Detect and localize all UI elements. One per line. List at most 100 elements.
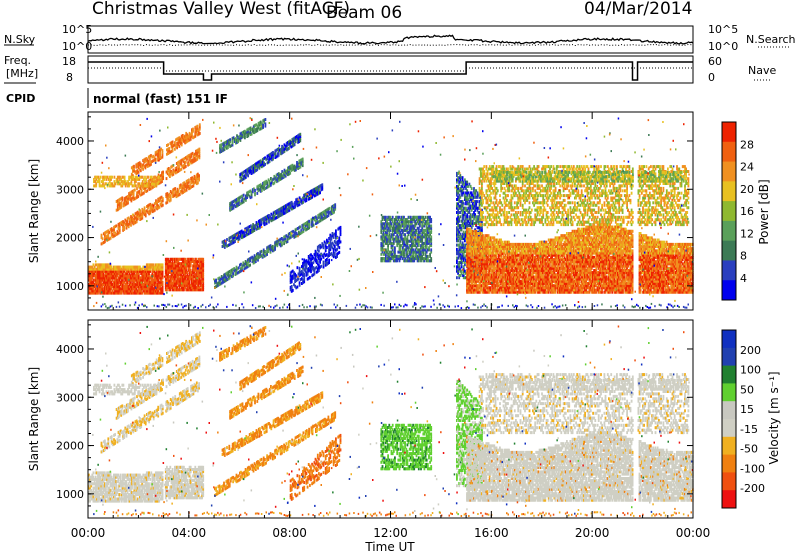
power-cell [299, 139, 302, 143]
power-cell [310, 220, 313, 224]
power-cell [100, 235, 103, 239]
power-cell [92, 289, 95, 293]
power-cell [159, 157, 161, 160]
power-cell [177, 279, 180, 283]
power-cell [273, 177, 276, 181]
power-cell [231, 275, 233, 279]
power-cell [98, 278, 100, 282]
power-cell [132, 272, 134, 276]
power-cell [416, 259, 419, 263]
power-cell [125, 287, 128, 291]
power-cell [299, 132, 302, 136]
power-cell [98, 289, 100, 293]
power-cell [219, 148, 221, 152]
power-cell [382, 244, 385, 248]
power-cell [167, 275, 169, 279]
power-cell [261, 157, 264, 161]
power-cell [316, 255, 319, 259]
power-cell [136, 272, 139, 276]
power-cell [234, 240, 236, 243]
power-cell [262, 186, 264, 190]
power-cell [99, 280, 102, 284]
power-cell [329, 245, 332, 249]
power-cell [413, 218, 416, 221]
power-cell [192, 260, 194, 263]
power-cell [98, 283, 100, 286]
power-cell [108, 274, 111, 278]
power-cell [118, 267, 121, 271]
power-cell [230, 235, 233, 239]
power-cell [135, 287, 138, 291]
power-cell [234, 268, 237, 272]
power-cell [245, 227, 248, 230]
power-cell [145, 177, 147, 181]
power-cell [126, 276, 129, 280]
power-cell [88, 265, 90, 269]
power-cell [159, 278, 162, 282]
power-cell [120, 184, 123, 188]
power-cell [160, 263, 163, 267]
power-cell [407, 239, 410, 243]
power-cell [394, 222, 396, 226]
power-cell [170, 273, 173, 277]
power-cell [188, 262, 191, 266]
power-cell [172, 144, 175, 148]
power-cell [143, 213, 146, 216]
power-cell [239, 132, 242, 136]
power-cell [334, 205, 337, 209]
power-cell [235, 270, 238, 274]
power-cell [197, 277, 200, 281]
power-cell [184, 281, 186, 285]
power-cell [318, 264, 320, 268]
power-cell [202, 270, 205, 274]
power-cell [392, 237, 395, 241]
power-cell [307, 255, 310, 258]
power-cell [167, 195, 170, 199]
power-cell [403, 239, 405, 243]
power-cell [113, 285, 115, 289]
power-cell [106, 285, 108, 289]
power-cell [250, 195, 253, 199]
power-cell [306, 272, 309, 276]
power-cell [171, 281, 174, 285]
power-cell [132, 269, 134, 273]
power-cell [256, 124, 259, 128]
power-cell [144, 159, 147, 163]
power-cell [381, 250, 384, 254]
power-cell [196, 286, 199, 290]
power-cell [99, 278, 102, 282]
power-cell [315, 258, 318, 262]
power-cell [114, 182, 117, 186]
power-cell [123, 289, 125, 293]
power-cell [238, 237, 241, 241]
power-cell [290, 235, 292, 239]
power-cell [430, 224, 433, 228]
power-cell [106, 283, 108, 286]
power-cell [287, 207, 290, 211]
power-cell [192, 266, 194, 270]
power-cell [130, 269, 132, 273]
power-cell [409, 233, 412, 237]
power-cell [197, 132, 200, 136]
power-cell [201, 268, 203, 272]
power-cell [295, 234, 298, 238]
power-cell [256, 187, 259, 191]
power-cell [153, 278, 156, 282]
power-cell [186, 262, 189, 266]
power-cell [108, 280, 111, 284]
power-cell [197, 281, 200, 285]
power-cell [124, 200, 127, 204]
power-cell [191, 283, 193, 287]
power-cell [188, 279, 191, 283]
power-cell [184, 277, 186, 281]
power-cell [412, 226, 414, 230]
power-cell [279, 242, 282, 246]
power-cell [189, 264, 192, 268]
power-cell [249, 166, 252, 170]
power-cell [93, 283, 96, 286]
power-cell [321, 183, 324, 187]
power-cell [170, 286, 173, 290]
power-cell [324, 214, 326, 218]
power-cell [382, 233, 385, 237]
power-cell [144, 278, 147, 282]
